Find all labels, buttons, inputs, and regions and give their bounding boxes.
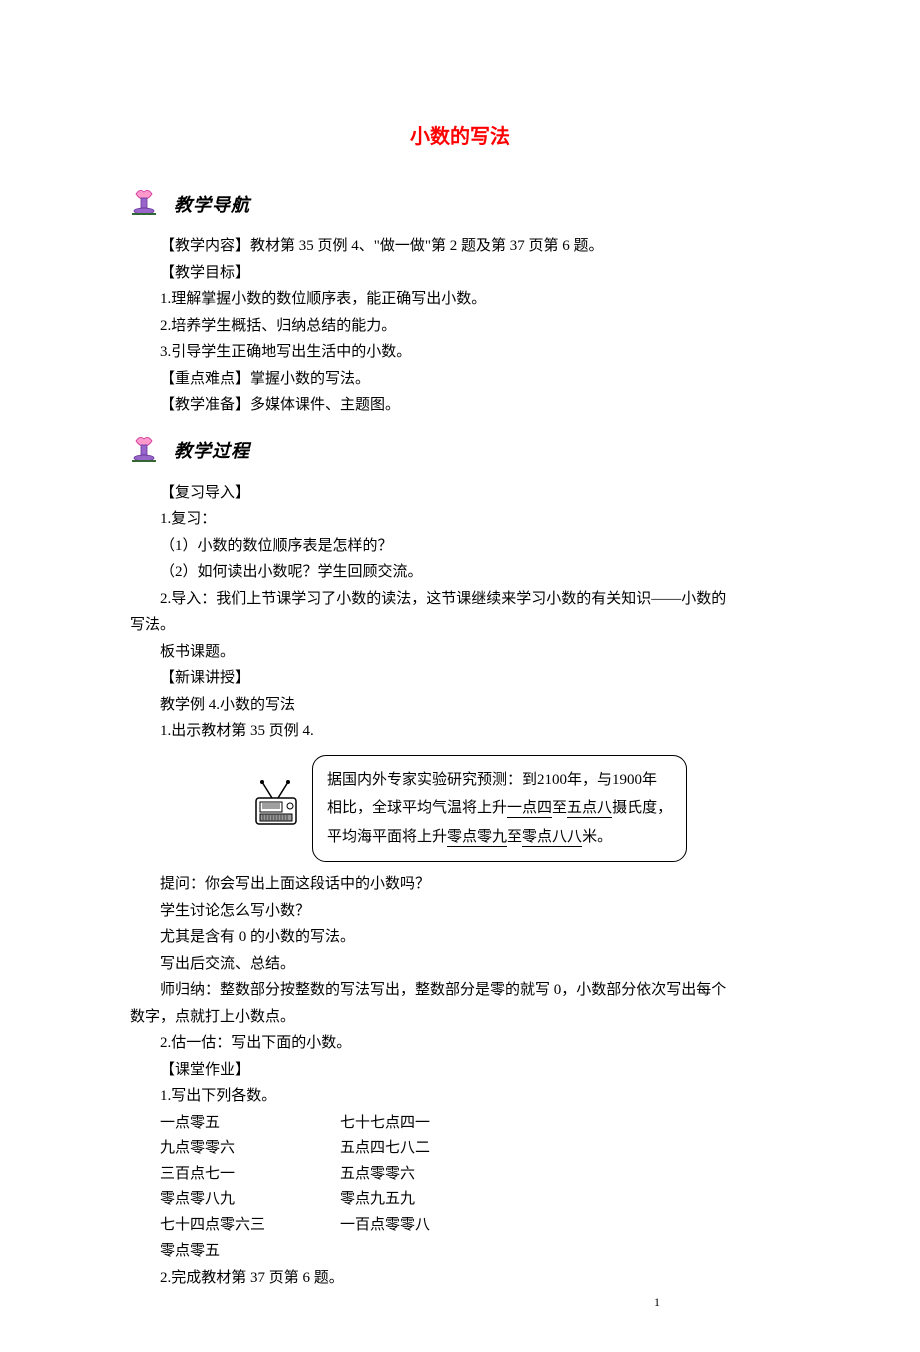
text-line: 3.引导学生正确地写出生活中的小数。 <box>130 340 790 366</box>
pair-right: 零点九五九 <box>310 1187 790 1213</box>
text-line: 板书课题。 <box>130 640 790 666</box>
text-line: 2.培养学生概括、归纳总结的能力。 <box>130 314 790 340</box>
section-header-nav: 教学导航 <box>130 184 790 226</box>
text-line: 1.复习： <box>130 507 790 533</box>
text-line: （2）如何读出小数呢？学生回顾交流。 <box>130 560 790 586</box>
section-header-process-label: 教学过程 <box>174 436 250 467</box>
pair-left: 一点零五 <box>130 1111 310 1137</box>
text-line: 【重点难点】掌握小数的写法。 <box>130 367 790 393</box>
number-pair-row: 三百点七一 五点零零六 <box>130 1162 790 1188</box>
text-line: （1）小数的数位顺序表是怎样的？ <box>130 534 790 560</box>
text-line: 零点零五 <box>130 1239 790 1265</box>
radio-icon <box>250 778 302 840</box>
text-line: 2.导入：我们上节课学习了小数的读法，这节课继续来学习小数的有关知识——小数的 <box>130 587 790 613</box>
text-line: 写法。 <box>130 613 790 639</box>
text-line: 师归纳：整数部分按整数的写法写出，整数部分是零的就写 0，小数部分依次写出每个 <box>130 978 790 1004</box>
text-line: 1.写出下列各数。 <box>130 1084 790 1110</box>
pair-right: 五点四七八二 <box>310 1136 790 1162</box>
number-pair-row: 七十四点零六三 一百点零零八 <box>130 1213 790 1239</box>
pair-left: 九点零零六 <box>130 1136 310 1162</box>
pair-left: 三百点七一 <box>130 1162 310 1188</box>
text-line: 【复习导入】 <box>130 481 790 507</box>
text-line: 【教学准备】多媒体课件、主题图。 <box>130 393 790 419</box>
text-line: 1.理解掌握小数的数位顺序表，能正确写出小数。 <box>130 287 790 313</box>
bubble-line-3: 平均海平面将上升零点零九至零点八八米。 <box>327 823 672 852</box>
text-line: 2.完成教材第 37 页第 6 题。 <box>130 1266 790 1292</box>
text-line: 学生讨论怎么写小数？ <box>130 899 790 925</box>
pair-right: 五点零零六 <box>310 1162 790 1188</box>
text-line: 2.估一估：写出下面的小数。 <box>130 1031 790 1057</box>
process-content: 【复习导入】 1.复习： （1）小数的数位顺序表是怎样的？ （2）如何读出小数呢… <box>130 481 790 1292</box>
page-title: 小数的写法 <box>130 120 790 154</box>
text-line: 写出后交流、总结。 <box>130 952 790 978</box>
page: 小数的写法 教学导航 【教学内容】教材第 35 页例 4、"做一做"第 2 题及… <box>130 120 790 1291</box>
text-line: 【新课讲授】 <box>130 666 790 692</box>
text-line: 【教学内容】教材第 35 页例 4、"做一做"第 2 题及第 37 页第 6 题… <box>130 234 790 260</box>
bubble-line-2: 相比，全球平均气温将上升一点四至五点八摄氏度， <box>327 794 672 823</box>
bubble-line-1: 据国内外专家实验研究预测：到2100年，与1900年 <box>327 766 672 795</box>
pair-left: 七十四点零六三 <box>130 1213 310 1239</box>
pair-left: 零点零八九 <box>130 1187 310 1213</box>
speech-bubble: 据国内外专家实验研究预测：到2100年，与1900年 相比，全球平均气温将上升一… <box>312 755 687 863</box>
page-number: 1 <box>654 1292 660 1312</box>
section-header-nav-label: 教学导航 <box>174 190 250 221</box>
section-header-process: 教学过程 <box>130 431 790 473</box>
text-line: 数字，点就打上小数点。 <box>130 1005 790 1031</box>
text-line: 提问：你会写出上面这段话中的小数吗？ <box>130 872 790 898</box>
number-pair-row: 九点零零六 五点四七八二 <box>130 1136 790 1162</box>
pair-right: 一百点零零八 <box>310 1213 790 1239</box>
text-line: 尤其是含有 0 的小数的写法。 <box>130 925 790 951</box>
number-pair-row: 零点零八九 零点九五九 <box>130 1187 790 1213</box>
example-callout: 据国内外专家实验研究预测：到2100年，与1900年 相比，全球平均气温将上升一… <box>250 755 730 863</box>
text-line: 【教学目标】 <box>130 261 790 287</box>
text-line: 1.出示教材第 35 页例 4. <box>130 719 790 745</box>
lamp-icon <box>130 184 166 226</box>
lamp-icon <box>130 431 166 473</box>
number-pair-row: 一点零五 七十七点四一 <box>130 1111 790 1137</box>
nav-content: 【教学内容】教材第 35 页例 4、"做一做"第 2 题及第 37 页第 6 题… <box>130 234 790 419</box>
pair-right: 七十七点四一 <box>310 1111 790 1137</box>
text-line: 【课堂作业】 <box>130 1058 790 1084</box>
text-line: 教学例 4.小数的写法 <box>130 693 790 719</box>
